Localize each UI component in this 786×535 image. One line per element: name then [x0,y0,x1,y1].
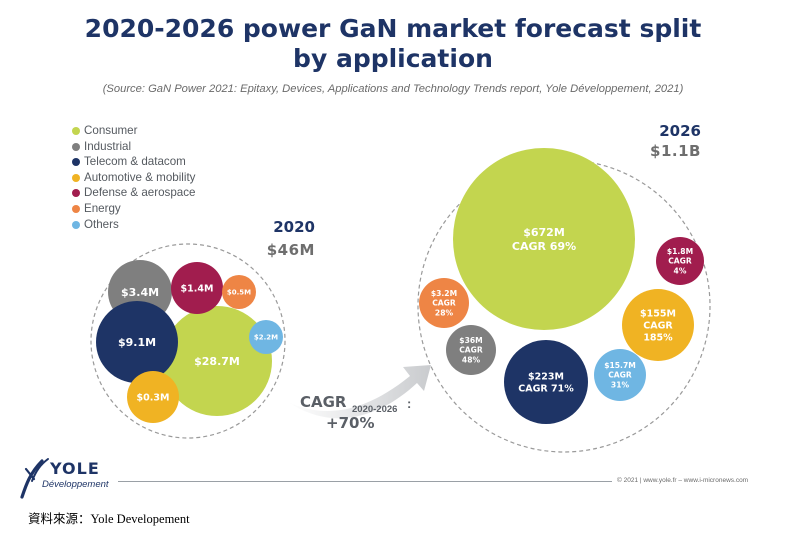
bubble-2020-telecom-and-datacom [96,301,178,383]
group-2020-boundary [90,243,286,439]
bubble-label-2026-consumer-cagr: CAGR 69% [512,240,576,253]
logo-wordmark: YOLE [50,459,100,478]
bubble-2026-defense-and-aerospace [656,237,704,285]
bubble-label-2026-defense-and-aerospace-value: $1.8M [667,247,693,256]
footer-divider [118,481,612,482]
bubble-label-2026-industrial-value: $36M [459,336,482,345]
bubble-2026-telecom-and-datacom [504,340,588,424]
legend-item-telecom: Telecom & datacom [60,154,196,170]
bubble-label-2020-defense-and-aerospace-value: $1.4M [181,283,214,294]
image-caption: 資料來源：Yole Developement [28,512,190,526]
legend-label-industrial: Industrial [84,139,132,153]
legend-item-others: Others [60,217,196,233]
growth-arrow [288,365,431,419]
bubble-2026-others [594,349,646,401]
legend-label-telecom: Telecom & datacom [84,155,186,169]
bubble-2020-others [249,320,283,354]
bubbles-layer: $28.7M $3.4M $9.1M $0.3M $1.4M $0.5M $2.2M $672… [96,148,704,424]
legend-item-automotive: Automotive & mobility [60,170,196,186]
bubble-2026-automotive-and-mobility [622,289,694,361]
footer-copyright: © 2021 | www.yole.fr – www.i-micronews.c… [617,477,749,484]
bubble-label-2026-others-value: $15.7M [604,361,636,370]
bubble-label-2026-others-cagr: 31% [611,380,630,389]
legend-dot-industrial [72,142,80,151]
legend-label-consumer: Consumer [84,124,138,137]
overall-cagr-period: 2020-2026 [352,404,398,415]
bubble-label-2020-telecom-and-datacom-value: $9.1M [118,336,156,349]
bubble-label-2020-industrial-value: $3.4M [121,286,159,299]
legend: Consumer Industrial Telecom & datacom Au… [60,123,196,232]
legend-label-energy: Energy [84,201,121,215]
overall-cagr-label: CAGR [300,393,347,411]
bubble-label-2020-consumer-value: $28.7M [194,355,240,368]
bubble-label-2026-telecom-and-datacom-value: $223M [528,371,564,382]
yole-logo-icon [20,458,49,499]
legend-dot-others [72,220,80,229]
legend-dot-consumer [72,127,80,135]
bubble-2026-consumer [453,148,635,330]
legend-label-others: Others [84,217,119,231]
bubble-label-2026-defense-and-aerospace-cagr: 4% [674,266,687,275]
bubble-label-2026-energy-cagr: 28% [435,308,454,317]
bubble-label-2020-energy-value: $0.5M [227,289,251,297]
legend-item-consumer: Consumer [60,123,196,139]
bubble-2020-energy [222,275,256,309]
year-2020-total: $46M [266,241,315,259]
year-2020-label: 2020 [273,218,315,236]
logo-subtitle: Développement [42,479,109,490]
bubble-label-2026-telecom-and-datacom-cagr: CAGR 71% [518,384,574,395]
bubble-label-2026-defense-and-aerospace-cagr: CAGR [668,257,692,266]
bubble-label-2020-others-value: $2.2M [254,334,278,342]
year-2026-label: 2026 [659,122,701,140]
bubble-label-2020-automotive-and-mobility-value: $0.3M [137,392,170,403]
legend-dot-energy [72,204,80,213]
bubble-2026-energy [419,278,469,328]
legend-item-defense: Defense & aerospace [60,185,196,201]
bubble-label-2026-automotive-and-mobility-cagr: CAGR [643,320,673,331]
overall-cagr-value: +70% [326,414,375,432]
legend-dot-automotive [72,173,80,182]
legend-dot-telecom [72,158,80,167]
bubble-label-2026-energy-cagr: CAGR [432,299,456,308]
bubble-label-2026-energy-value: $3.2M [431,289,457,298]
bubble-2020-consumer [162,306,272,416]
legend-dot-defense [72,189,80,198]
legend-item-industrial: Industrial [60,139,196,155]
source-note: (Source: GaN Power 2021: Epitaxy, Device… [102,83,684,95]
bubble-label-2026-consumer-value: $672M [523,226,565,239]
bubble-2020-defense-and-aerospace [171,262,223,314]
title-line-2: by application [293,44,493,73]
bubble-2020-automotive-and-mobility [127,371,179,423]
bubble-label-2026-automotive-and-mobility-cagr: 185% [643,333,673,344]
title-line-1: 2020-2026 power GaN market forecast spli… [84,14,702,43]
bubble-label-2026-others-cagr: CAGR [608,371,632,380]
bubble-label-2026-industrial-cagr: CAGR [459,346,483,355]
bubble-label-2026-industrial-cagr: 48% [462,355,481,364]
chart-title: 2020-2026 power GaN market forecast spli… [0,14,786,74]
legend-item-energy: Energy [60,201,196,217]
legend-label-defense: Defense & aerospace [84,186,196,200]
year-2026-total: $1.1B [650,142,701,160]
legend-label-automotive: Automotive & mobility [84,170,196,184]
bubble-label-2026-automotive-and-mobility-value: $155M [640,308,676,319]
bubble-2026-industrial [446,325,496,375]
cagr-colon-mark: : [407,396,412,411]
